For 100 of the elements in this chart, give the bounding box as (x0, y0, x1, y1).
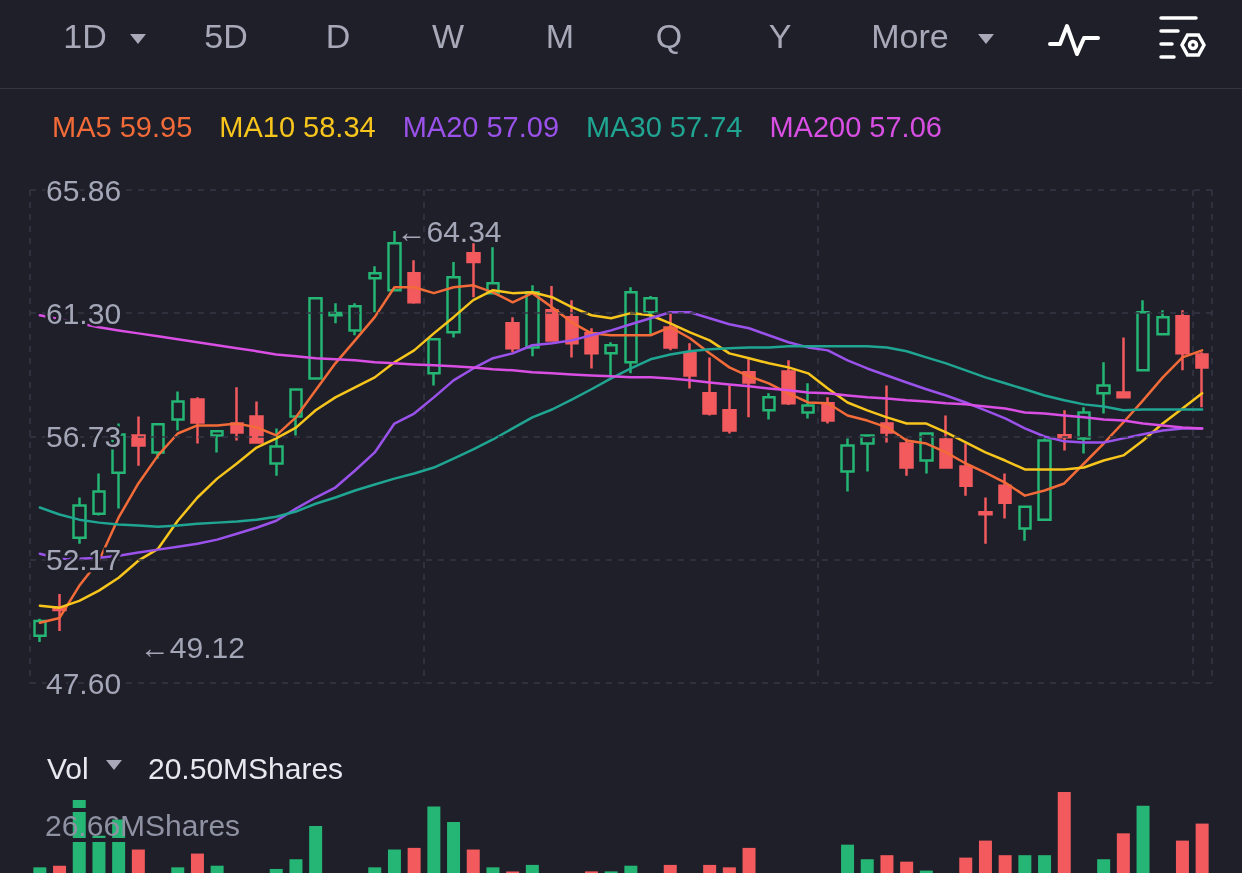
candlestick (1156, 308, 1170, 336)
candlestick (1077, 406, 1091, 455)
bar (525, 864, 539, 873)
text: D (325, 16, 351, 56)
annotation: ←64.34 (396, 214, 502, 248)
text: More (871, 16, 949, 56)
bar (1116, 833, 1130, 873)
candlestick (427, 337, 441, 387)
bar (190, 853, 204, 873)
candlestick (131, 415, 146, 467)
bar (131, 849, 145, 873)
candlestick (269, 427, 284, 477)
candlestick (762, 392, 776, 421)
candlestick (545, 284, 559, 343)
candlestick (840, 437, 855, 493)
bar (466, 849, 480, 873)
candlestick (801, 382, 815, 420)
candlestick (348, 301, 362, 337)
bar (998, 855, 1012, 873)
candlestick (978, 496, 993, 545)
candlestick (998, 472, 1012, 520)
chart-subtitle: 20.50MShares (148, 751, 344, 785)
candlestick (1018, 504, 1032, 542)
candlestick (702, 356, 717, 417)
bar (1175, 840, 1189, 873)
bar (1195, 823, 1209, 873)
candlestick (683, 342, 697, 390)
candlestick (387, 229, 402, 293)
bar (1057, 792, 1071, 873)
candlestick (1116, 336, 1131, 400)
bar (841, 844, 855, 873)
bar (1038, 855, 1052, 873)
candlestick (368, 264, 382, 314)
candlestick (505, 315, 520, 354)
text: Y (768, 16, 792, 56)
bar (959, 857, 973, 873)
y-tick-label: 61.30 (46, 296, 122, 330)
bar (210, 865, 224, 873)
text: 5D (204, 16, 248, 56)
text: MA5 59.95 (52, 110, 193, 143)
annotation: ←49.12 (139, 631, 245, 665)
text: MA20 57.09 (402, 110, 560, 143)
bar (387, 849, 401, 873)
chart-title: Vol (47, 751, 89, 785)
text: MA10 58.34 (219, 110, 376, 143)
bar (703, 864, 717, 873)
bar (663, 864, 677, 873)
candlestick (899, 437, 914, 477)
bar (624, 865, 638, 873)
text: MA30 57.74 (586, 110, 743, 143)
bar (860, 859, 874, 873)
bar (742, 847, 756, 873)
candlestick (72, 496, 87, 545)
text: Q (655, 16, 683, 56)
bar (309, 826, 323, 873)
candlestick (171, 390, 185, 432)
bar (1018, 855, 1032, 873)
bar (53, 865, 67, 873)
bar (447, 821, 461, 873)
candlestick (860, 433, 875, 473)
candlestick (33, 617, 47, 644)
candlestick (210, 429, 224, 454)
text: W (431, 16, 465, 56)
bar (171, 867, 185, 873)
bar (486, 867, 500, 873)
candlestick (722, 384, 737, 435)
candlestick (407, 258, 421, 305)
text: 1D (63, 16, 107, 56)
candlestick (919, 431, 934, 475)
candlestick (1136, 298, 1150, 373)
bar (880, 855, 894, 873)
bar (722, 867, 736, 873)
bar (978, 840, 992, 873)
candlestick (328, 301, 343, 325)
candlestick (1195, 351, 1209, 409)
candlestick (446, 260, 461, 339)
candlestick (92, 472, 106, 517)
text: MA200 57.06 (769, 110, 942, 143)
candlestick (1175, 308, 1190, 372)
candlestick (308, 295, 323, 381)
bar (289, 859, 303, 873)
text: M (545, 16, 575, 56)
line-series (38, 345, 1204, 528)
y-tick-label: 47.60 (46, 666, 122, 700)
candlestick (230, 386, 244, 442)
candlestick (249, 400, 264, 445)
bar (427, 806, 441, 873)
candlestick (190, 396, 205, 445)
bar (1097, 859, 1111, 873)
bar (900, 861, 914, 873)
bar (269, 868, 283, 873)
candlestick (466, 241, 481, 299)
bar (1136, 805, 1150, 873)
bar (407, 847, 421, 873)
bar (368, 867, 382, 873)
candlestick (1096, 361, 1111, 415)
y-tick-label: 65.86 (46, 173, 122, 207)
candlestick (1037, 437, 1052, 523)
candlestick (959, 442, 973, 497)
bar (33, 867, 47, 873)
